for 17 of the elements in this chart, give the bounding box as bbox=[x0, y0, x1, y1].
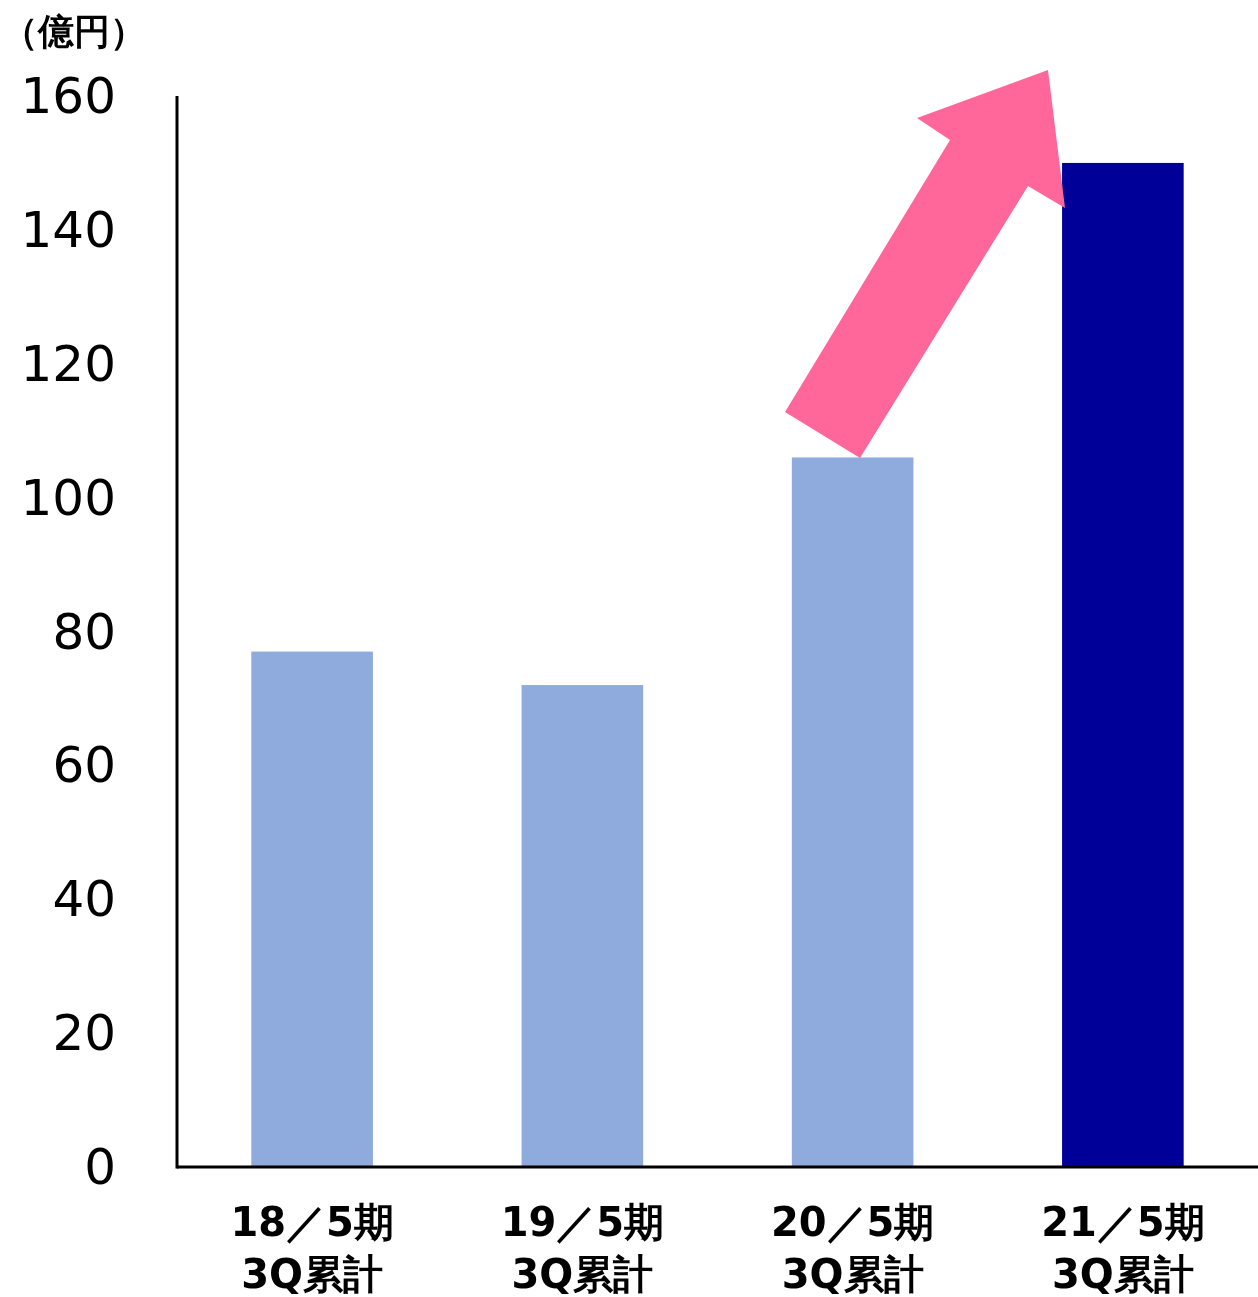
y-tick-label: 160 bbox=[20, 67, 116, 125]
y-tick-label: 60 bbox=[52, 736, 116, 795]
y-axis-title: （億円） bbox=[2, 11, 146, 52]
bar bbox=[251, 651, 373, 1167]
x-tick-label: 21／5期 3Q累計 bbox=[1041, 1199, 1205, 1297]
y-tick-label: 40 bbox=[52, 870, 116, 929]
bar bbox=[1062, 162, 1184, 1167]
x-tick-label: 19／5期 3Q累計 bbox=[500, 1199, 665, 1297]
y-tick-label: 80 bbox=[52, 602, 116, 661]
y-tick-label: 0 bbox=[84, 1138, 116, 1196]
y-tick-label: 120 bbox=[20, 334, 116, 393]
bar bbox=[521, 685, 644, 1167]
y-tick-label: 140 bbox=[20, 200, 116, 259]
y-tick-label: 20 bbox=[52, 1004, 116, 1063]
x-tick-label: 18／5期 3Q累計 bbox=[230, 1199, 394, 1297]
y-tick-label: 100 bbox=[20, 468, 116, 527]
x-tick-label: 20／5期 3Q累計 bbox=[770, 1199, 935, 1297]
